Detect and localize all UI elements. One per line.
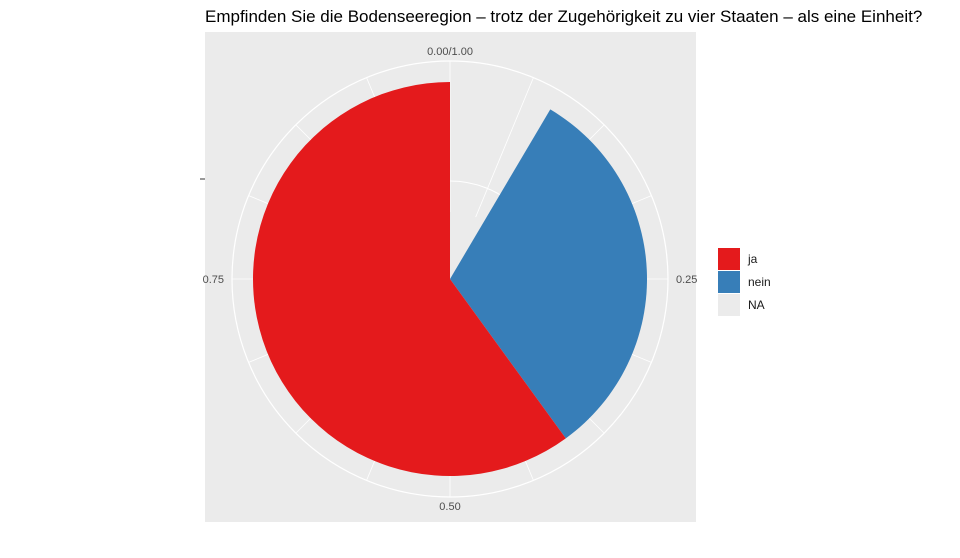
slice-layer xyxy=(252,82,647,477)
chart-title: Empfinden Sie die Bodenseeregion – trotz… xyxy=(205,7,923,26)
legend-label: nein xyxy=(748,274,771,289)
legend-item: NA xyxy=(718,293,771,316)
pie-slice-nein xyxy=(450,109,647,439)
pie-slice-ja xyxy=(252,82,566,477)
legend-item: nein xyxy=(718,270,771,293)
legend-swatch xyxy=(718,247,740,270)
pie-slice-na xyxy=(450,212,485,279)
angle-tick-label: 0.50 xyxy=(439,501,460,513)
legend-swatch xyxy=(718,293,740,316)
legend-label: NA xyxy=(748,297,765,312)
angle-tick-label: 0.25 xyxy=(676,274,697,286)
tick-label-layer: 0.00/1.00 0.25 0.50 0.75 xyxy=(203,46,698,513)
legend-item: ja xyxy=(718,247,771,270)
legend-swatch xyxy=(718,270,740,293)
legend: ja nein NA xyxy=(718,247,771,316)
legend-label: ja xyxy=(748,251,758,266)
angle-tick-label: 0.00/1.00 xyxy=(427,46,473,58)
angle-tick-label: 0.75 xyxy=(203,274,224,286)
